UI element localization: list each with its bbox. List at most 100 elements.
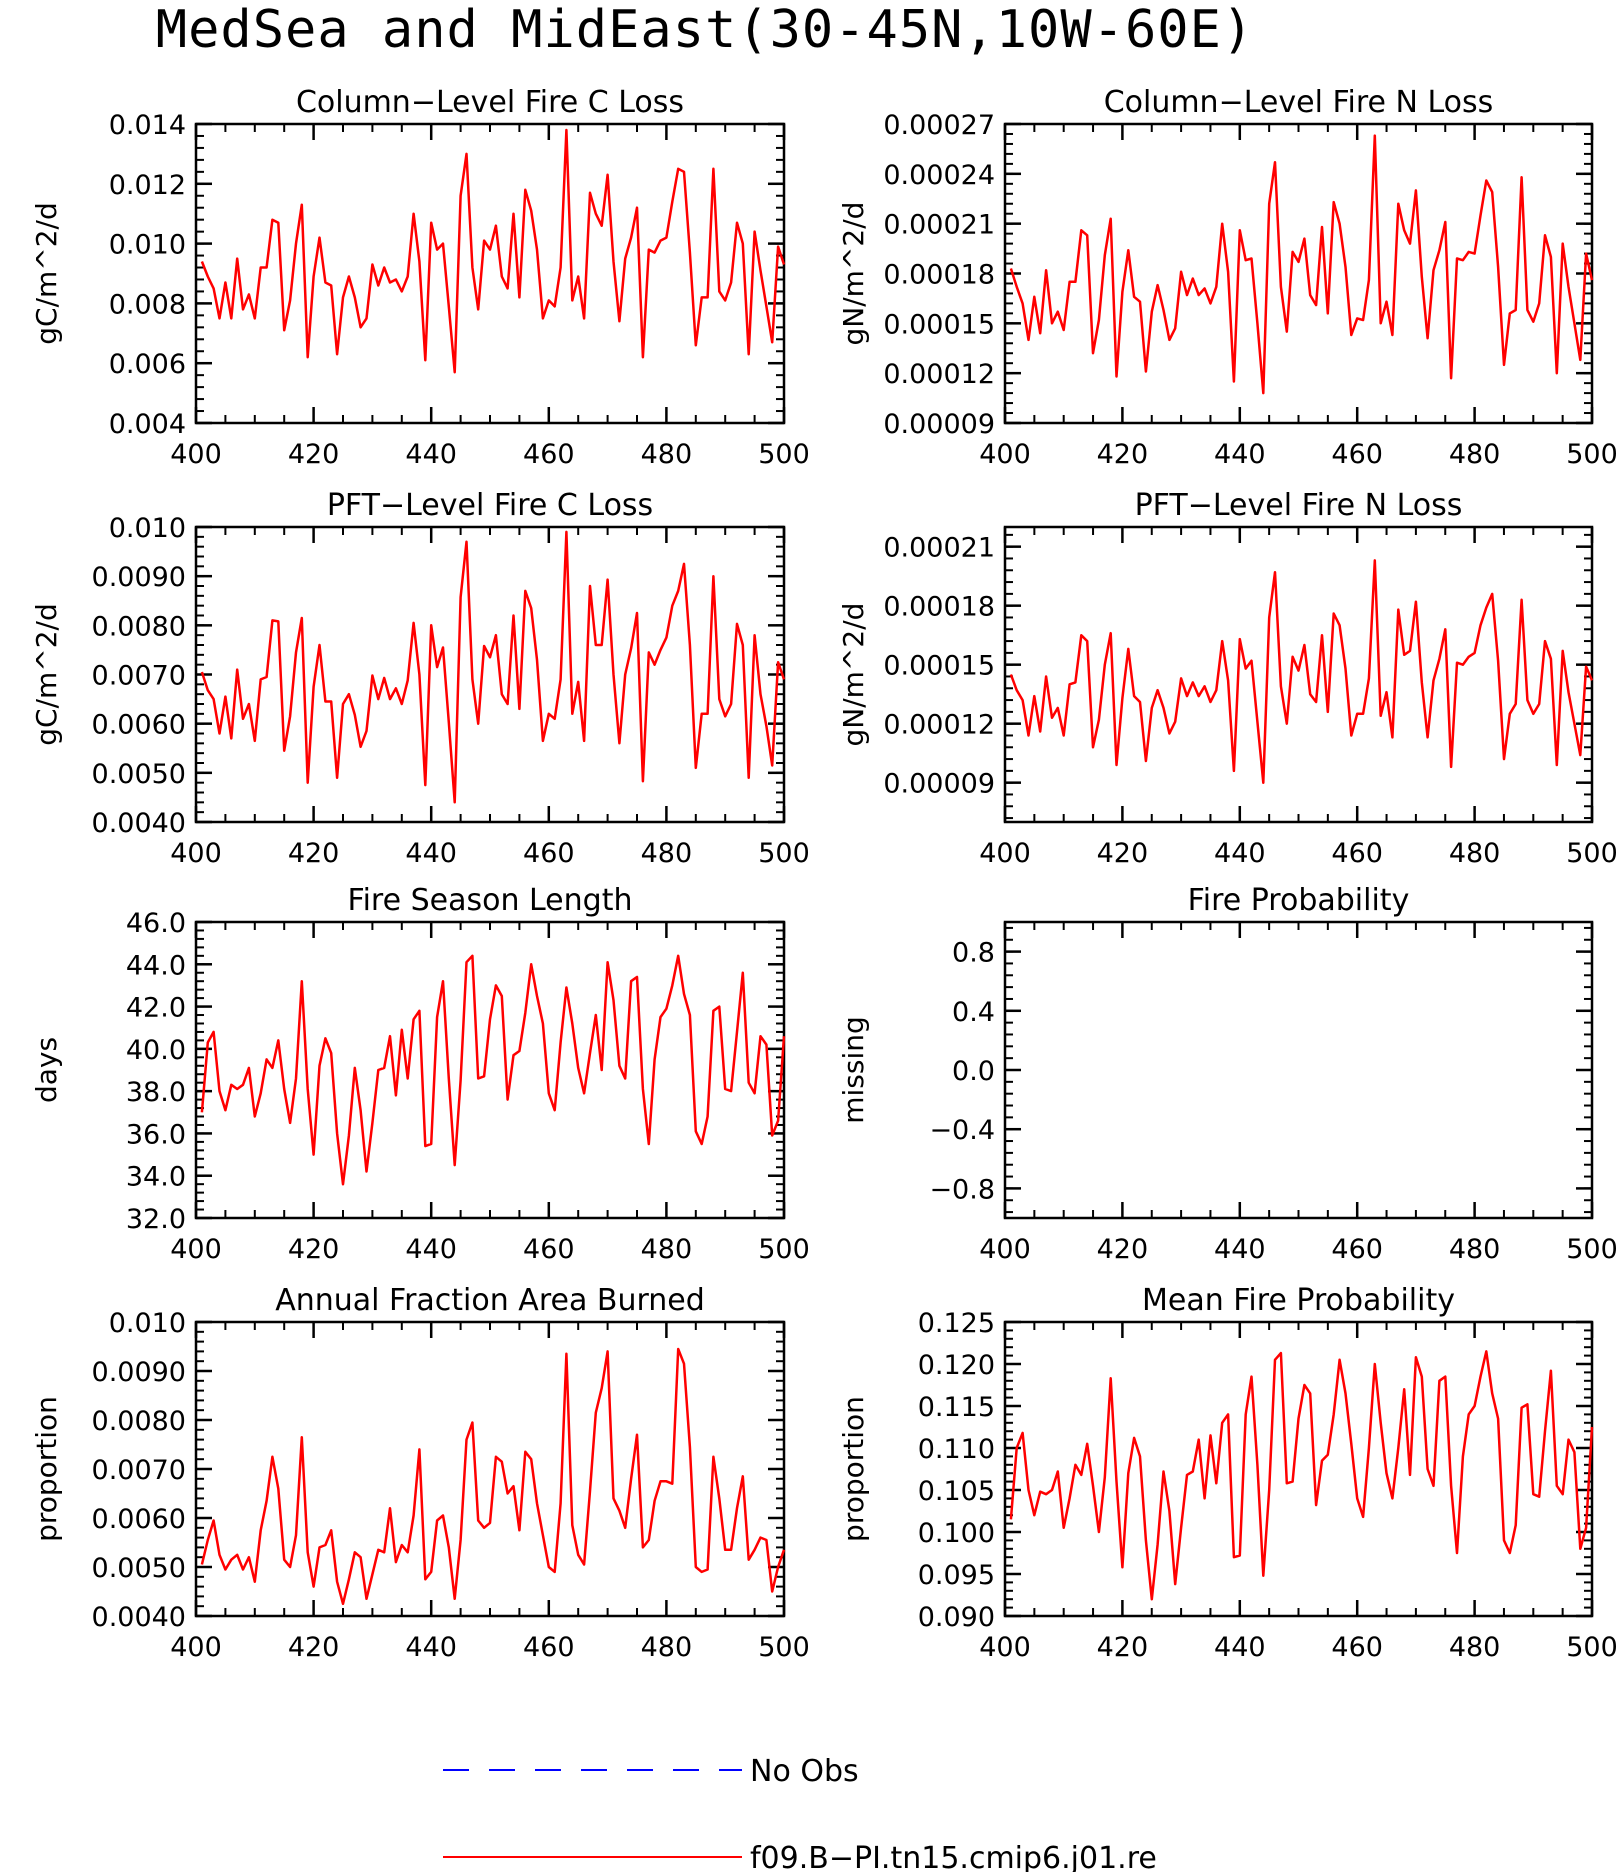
x-tick-label: 460 [523,1234,575,1265]
panel-1: 400 420 440 460 480 500 0.004 0.006 0.008 0.010 0.… [30,85,810,470]
panel-7: 400 420 440 460 480 500 0.0040 0.0050 0.0060 0.00… [30,1283,810,1663]
x-tick-label: 400 [979,838,1031,869]
x-tick-label: 480 [1449,439,1501,470]
y-tick-label: 0.00015 [883,309,995,340]
x-tick-label: 500 [758,439,810,470]
panel-title: PFT−Level Fire N Loss [1135,488,1463,523]
y-tick-label: 0.095 [918,1560,995,1591]
x-tick-label: 400 [170,439,222,470]
y-tick-label: 0.008 [109,289,186,320]
y-tick-label: 36.0 [126,1119,186,1150]
x-tick-label: 480 [641,1632,693,1663]
x-tick-label: 500 [1566,1632,1618,1663]
y-tick-label: 0.006 [109,349,186,380]
y-tick-label: 0.0060 [92,710,186,741]
y-tick-label: 0.0070 [92,661,186,692]
y-tick-label: 0.0070 [92,1455,186,1486]
plot-frame [1003,122,1594,425]
y-axis-label: proportion [837,1396,870,1542]
panel-6: 400 420 440 460 480 500 −0.8 −0.4 0.0 0.4 0.8 Fire … [837,883,1618,1265]
x-tick-label: 420 [1097,1632,1149,1663]
y-tick-label: 0.0050 [92,759,186,790]
x-tick-label: 440 [405,439,457,470]
x-tick-label: 440 [405,1234,457,1265]
panel-2: 400 420 440 460 480 500 0.00009 0.00012 0.00015 0… [837,85,1618,470]
x-tick-label: 440 [1214,1632,1266,1663]
plot-frame [1003,525,1594,824]
x-tick-label: 440 [1214,838,1266,869]
y-tick-label: 44.0 [126,950,186,981]
plot-frame [194,525,786,824]
x-tick-label: 440 [1214,439,1266,470]
y-tick-label: −0.4 [929,1115,995,1146]
x-tick-label: 420 [1097,439,1149,470]
x-tick-label: 480 [1449,1632,1501,1663]
y-tick-label: 0.110 [918,1434,995,1465]
y-tick-label: 0.010 [109,513,186,544]
y-tick-label: 0.0050 [92,1553,186,1584]
y-axis-label: gN/m^2/d [837,603,870,747]
y-tick-label: 0.105 [918,1476,995,1507]
y-axis-label: gC/m^2/d [30,202,63,345]
y-tick-label: 0.0040 [92,808,186,839]
x-tick-label: 500 [758,1234,810,1265]
x-tick-label: 440 [405,1632,457,1663]
x-tick-label: 500 [758,1632,810,1663]
y-tick-label: 0.0 [952,1056,995,1087]
legend-label-1: No Obs [750,1754,859,1789]
plot-frame [194,1320,786,1618]
series-line [1009,134,1594,395]
plot-frame [194,122,786,425]
y-tick-label: 0.0080 [92,611,186,642]
panel-3: 400 420 440 460 480 500 0.0040 0.0050 0.0060 0.00… [30,488,810,869]
y-tick-label: 0.012 [109,170,186,201]
y-tick-label: 0.00015 [883,651,995,682]
y-tick-label: −0.8 [929,1174,995,1205]
plot-frame [1003,1320,1594,1618]
legend: No Obs f09.B−PI.tn15.cmip6.j01.re [443,1754,1157,1872]
y-tick-label: 38.0 [126,1077,186,1108]
panel-title: Column−Level Fire N Loss [1104,85,1494,120]
x-tick-label: 500 [1566,439,1618,470]
series-line [200,954,786,1186]
y-tick-label: 0.00024 [883,160,995,191]
panel-title: Annual Fraction Area Burned [275,1283,705,1318]
x-tick-label: 460 [1331,1234,1383,1265]
x-tick-label: 460 [523,1632,575,1663]
x-tick-label: 460 [1331,439,1383,470]
x-tick-label: 480 [641,439,693,470]
y-tick-label: 46.0 [126,908,186,939]
x-tick-label: 420 [1097,838,1149,869]
y-tick-label: 0.00012 [883,359,995,390]
x-tick-label: 480 [641,1234,693,1265]
x-tick-label: 480 [1449,1234,1501,1265]
x-tick-label: 480 [641,838,693,869]
series-line [1009,1350,1594,1601]
y-tick-label: 0.115 [918,1392,995,1423]
x-tick-label: 460 [1331,1632,1383,1663]
y-tick-label: 0.0090 [92,562,186,593]
y-tick-label: 0.00012 [883,710,995,741]
y-tick-label: 0.0090 [92,1357,186,1388]
legend-label-2: f09.B−PI.tn15.cmip6.j01.re [750,1841,1157,1872]
y-tick-label: 0.0080 [92,1406,186,1437]
panel-title: Fire Probability [1188,883,1410,918]
panel-title: Fire Season Length [348,883,633,918]
x-tick-label: 500 [1566,838,1618,869]
x-tick-label: 420 [288,1234,340,1265]
x-tick-label: 400 [979,1234,1031,1265]
plot-frame [1003,920,1594,1220]
y-axis-label: gN/m^2/d [837,202,870,346]
x-tick-label: 440 [1214,1234,1266,1265]
x-tick-label: 500 [1566,1234,1618,1265]
panel-title: Column−Level Fire C Loss [296,85,684,120]
y-tick-label: 42.0 [126,993,186,1024]
x-tick-label: 460 [523,439,575,470]
y-tick-label: 0.00027 [883,110,995,141]
x-tick-label: 420 [288,1632,340,1663]
y-axis-label: proportion [30,1396,63,1542]
y-tick-label: 0.0060 [92,1504,186,1535]
x-tick-label: 400 [170,1234,222,1265]
series-line [200,530,786,804]
